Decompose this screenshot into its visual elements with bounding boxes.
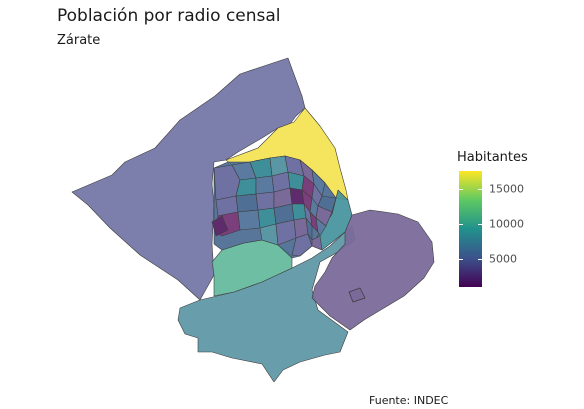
- legend-ticks: [459, 171, 482, 287]
- legend-tick-label: 5000: [489, 252, 517, 266]
- census-radius-west: [71, 57, 306, 301]
- urban-radius: [255, 191, 275, 211]
- census-radius-south: [177, 225, 356, 383]
- urban-radius: [211, 215, 229, 237]
- legend-tick: [478, 188, 482, 190]
- legend-title: Habitantes: [457, 150, 528, 165]
- map-subtitle: Zárate: [57, 33, 101, 48]
- urban-radius: [255, 175, 275, 195]
- legend-tick-label: 15000: [489, 182, 524, 196]
- source-caption: Fuente: INDEC: [369, 394, 449, 407]
- legend-tick: [459, 258, 463, 260]
- urban-radius: [235, 193, 259, 213]
- urban-radius: [311, 235, 323, 251]
- legend-tick: [459, 223, 463, 225]
- legend-tick-label: 10000: [489, 217, 524, 231]
- legend-tick: [478, 223, 482, 225]
- census-radius-east-inner: [348, 287, 366, 303]
- urban-radius: [291, 203, 307, 221]
- census-radius-east: [311, 209, 435, 331]
- urban-radius: [237, 209, 261, 231]
- legend-colorbar: [459, 171, 482, 287]
- urban-radius: [291, 233, 313, 257]
- map-title: Población por radio censal: [57, 6, 281, 26]
- legend-tick: [459, 188, 463, 190]
- legend-tick: [478, 258, 482, 260]
